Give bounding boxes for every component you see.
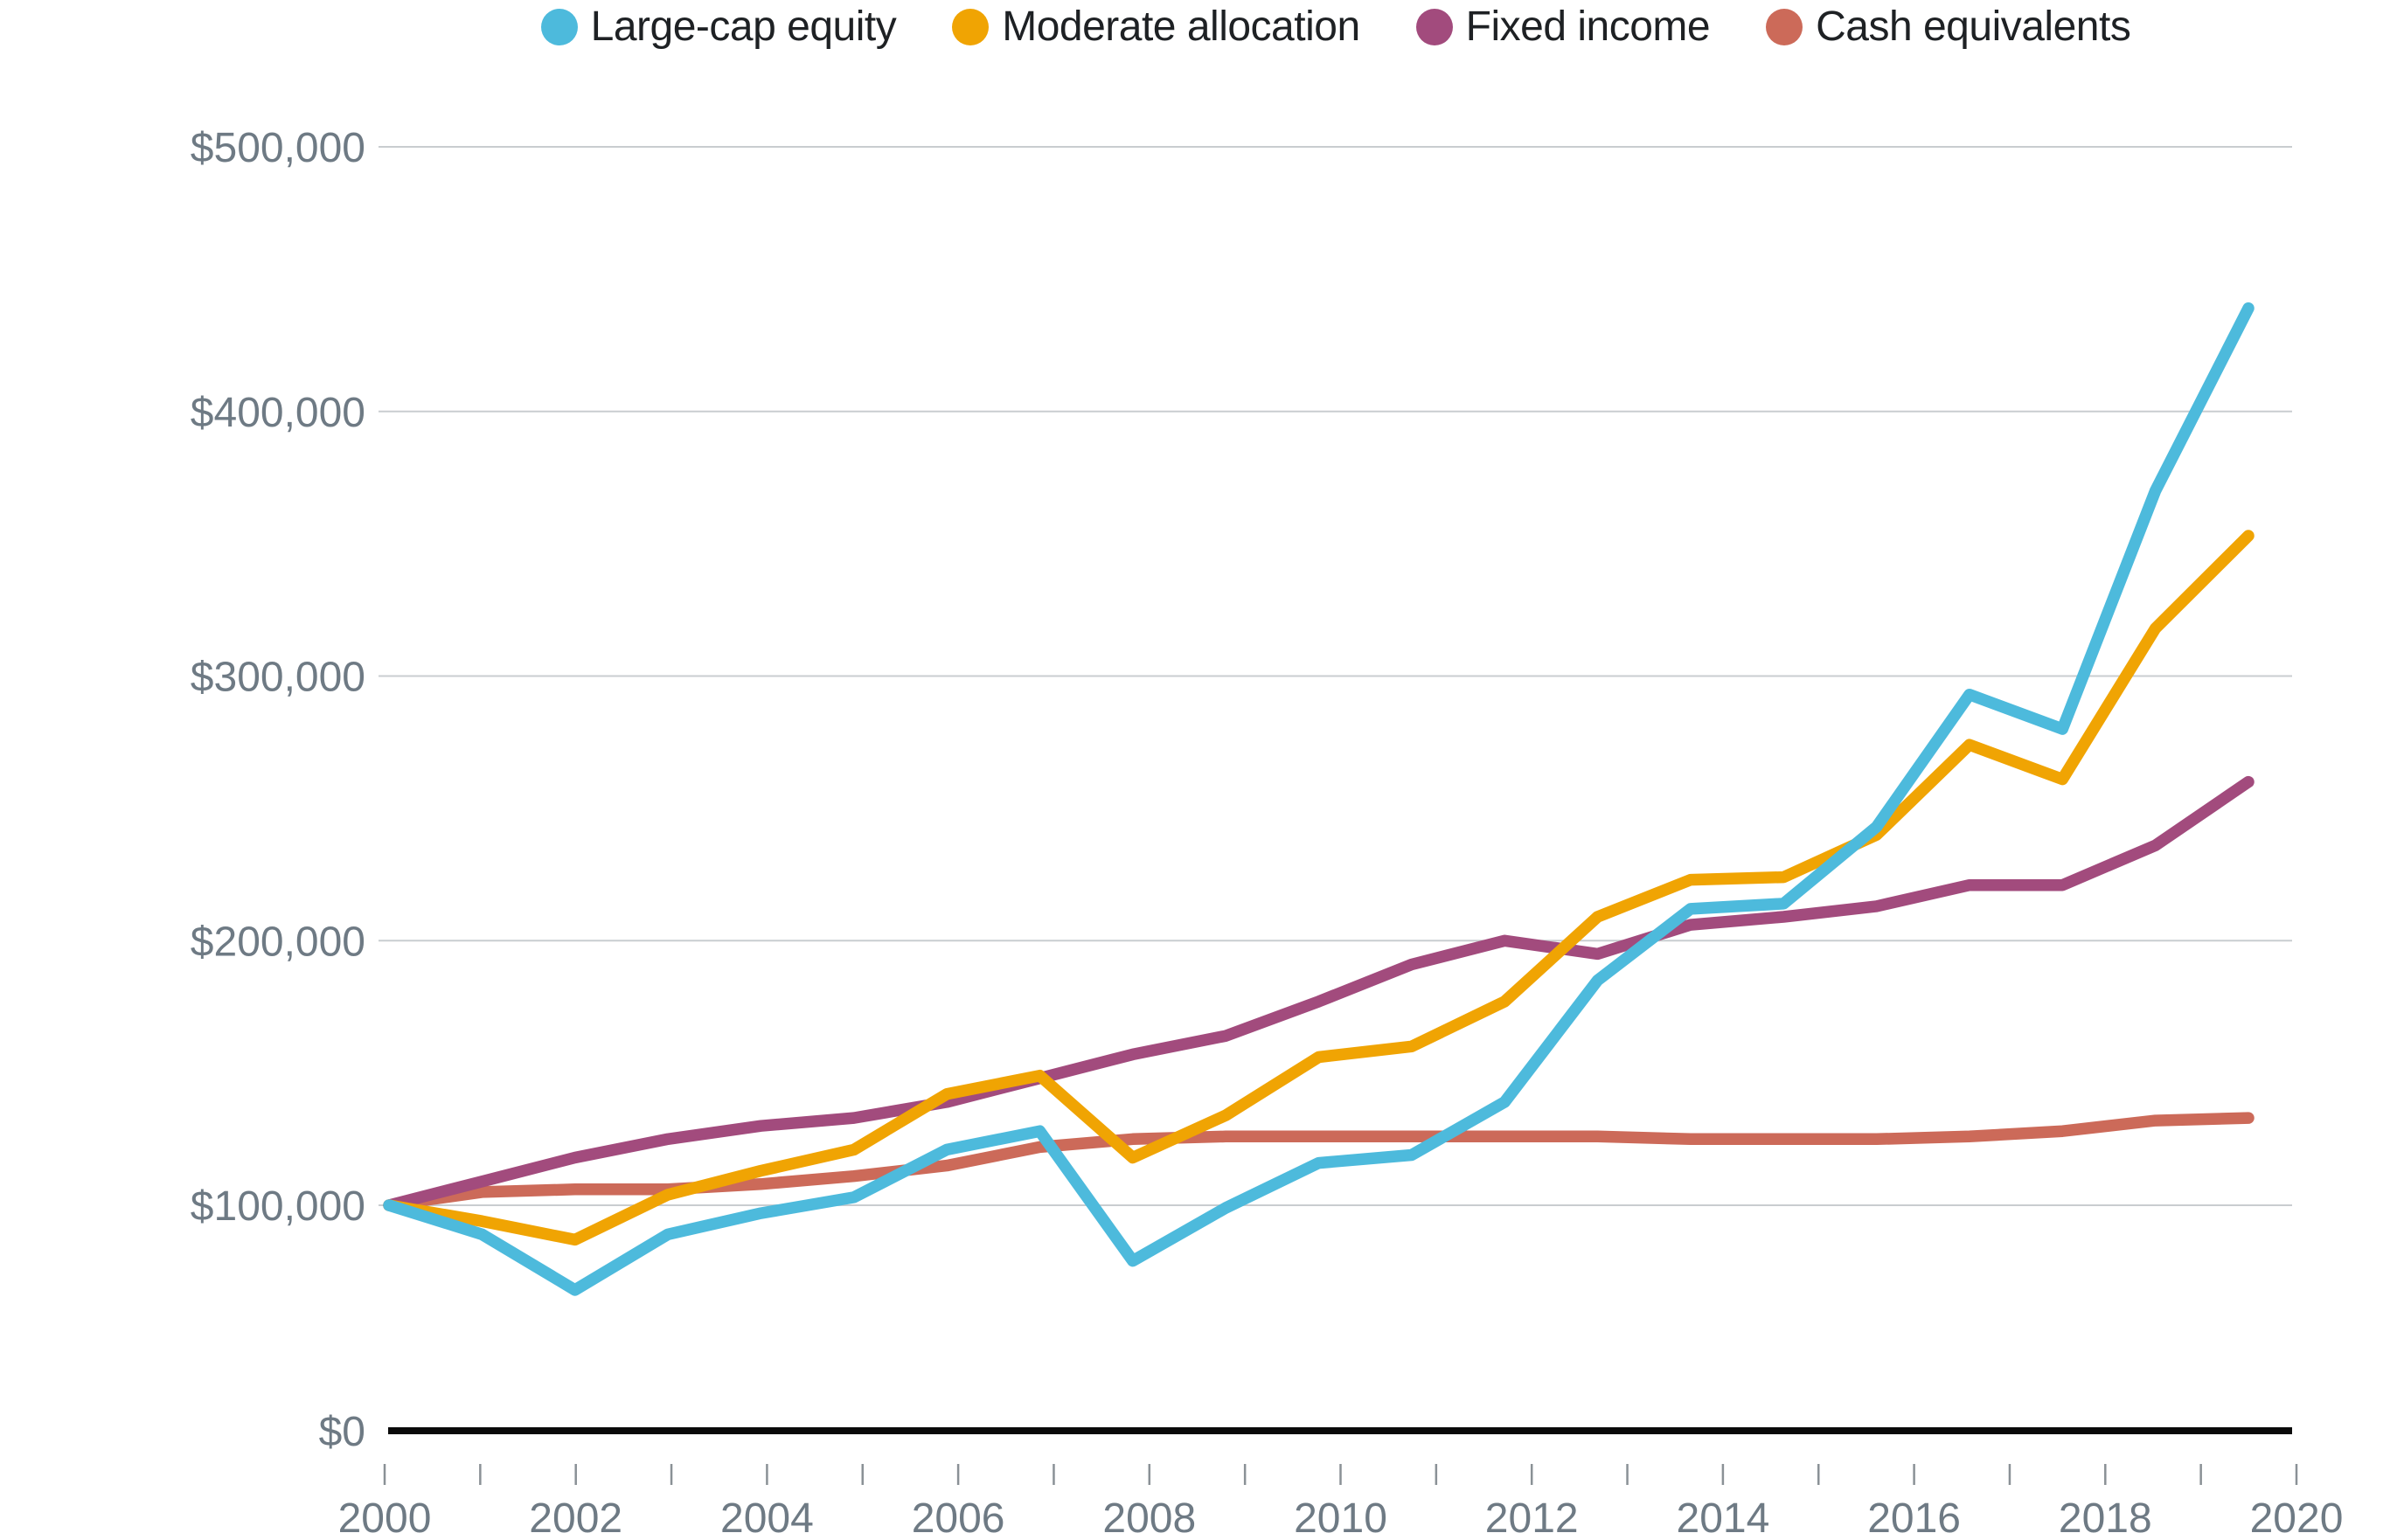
legend-label-moderate-allocation: Moderate allocation — [1002, 3, 1360, 50]
y-tick-label-300000: $300,000 — [191, 655, 365, 701]
legend-dot-cash-equivalents — [1766, 9, 1803, 45]
x-axis-label-2012: 2012 — [1485, 1495, 1579, 1540]
legend-dot-moderate-allocation — [952, 9, 990, 45]
y-tick-label-500000: $500,000 — [191, 125, 365, 171]
y-tick-label-100000: $100,000 — [191, 1183, 365, 1230]
x-axis-label-2018: 2018 — [2059, 1495, 2152, 1540]
y-tick-label-400000: $400,000 — [191, 390, 365, 436]
legend-label-cash-equivalents: Cash equivalents — [1816, 3, 2131, 50]
y-tick-label-0: $0 — [319, 1409, 365, 1455]
x-axis-label-2008: 2008 — [1102, 1495, 1196, 1540]
legend-item-cash-equivalents[interactable]: Cash equivalents — [1766, 3, 2131, 50]
x-axis-label-2016: 2016 — [1867, 1495, 1961, 1540]
x-axis-label-2014: 2014 — [1677, 1495, 1770, 1540]
x-axis-label-2002: 2002 — [529, 1495, 622, 1540]
chart-legend: Large-cap equity Moderate allocation Fix… — [379, 2, 2293, 52]
x-axis-label-2004: 2004 — [720, 1495, 814, 1540]
legend-item-fixed-income[interactable]: Fixed income — [1415, 3, 1711, 50]
legend-item-large-cap-equity[interactable]: Large-cap equity — [540, 3, 897, 50]
x-axis-label-2020: 2020 — [2250, 1495, 2344, 1540]
legend-dot-fixed-income — [1415, 9, 1453, 45]
legend-label-large-cap-equity: Large-cap equity — [590, 3, 897, 50]
x-axis-label-2010: 2010 — [1294, 1495, 1387, 1540]
y-tick-label-200000: $200,000 — [191, 919, 365, 965]
series-line-large-cap-equity — [383, 302, 2255, 1296]
legend-label-fixed-income: Fixed income — [1465, 3, 1711, 50]
x-axis-label-2000: 2000 — [338, 1495, 432, 1540]
series-line-moderate-allocation — [383, 530, 2255, 1246]
legend-item-moderate-allocation[interactable]: Moderate allocation — [952, 3, 1360, 50]
legend-dot-large-cap-equity — [540, 9, 578, 45]
x-axis-label-2006: 2006 — [912, 1495, 1005, 1540]
series-line-fixed-income — [383, 775, 2255, 1211]
